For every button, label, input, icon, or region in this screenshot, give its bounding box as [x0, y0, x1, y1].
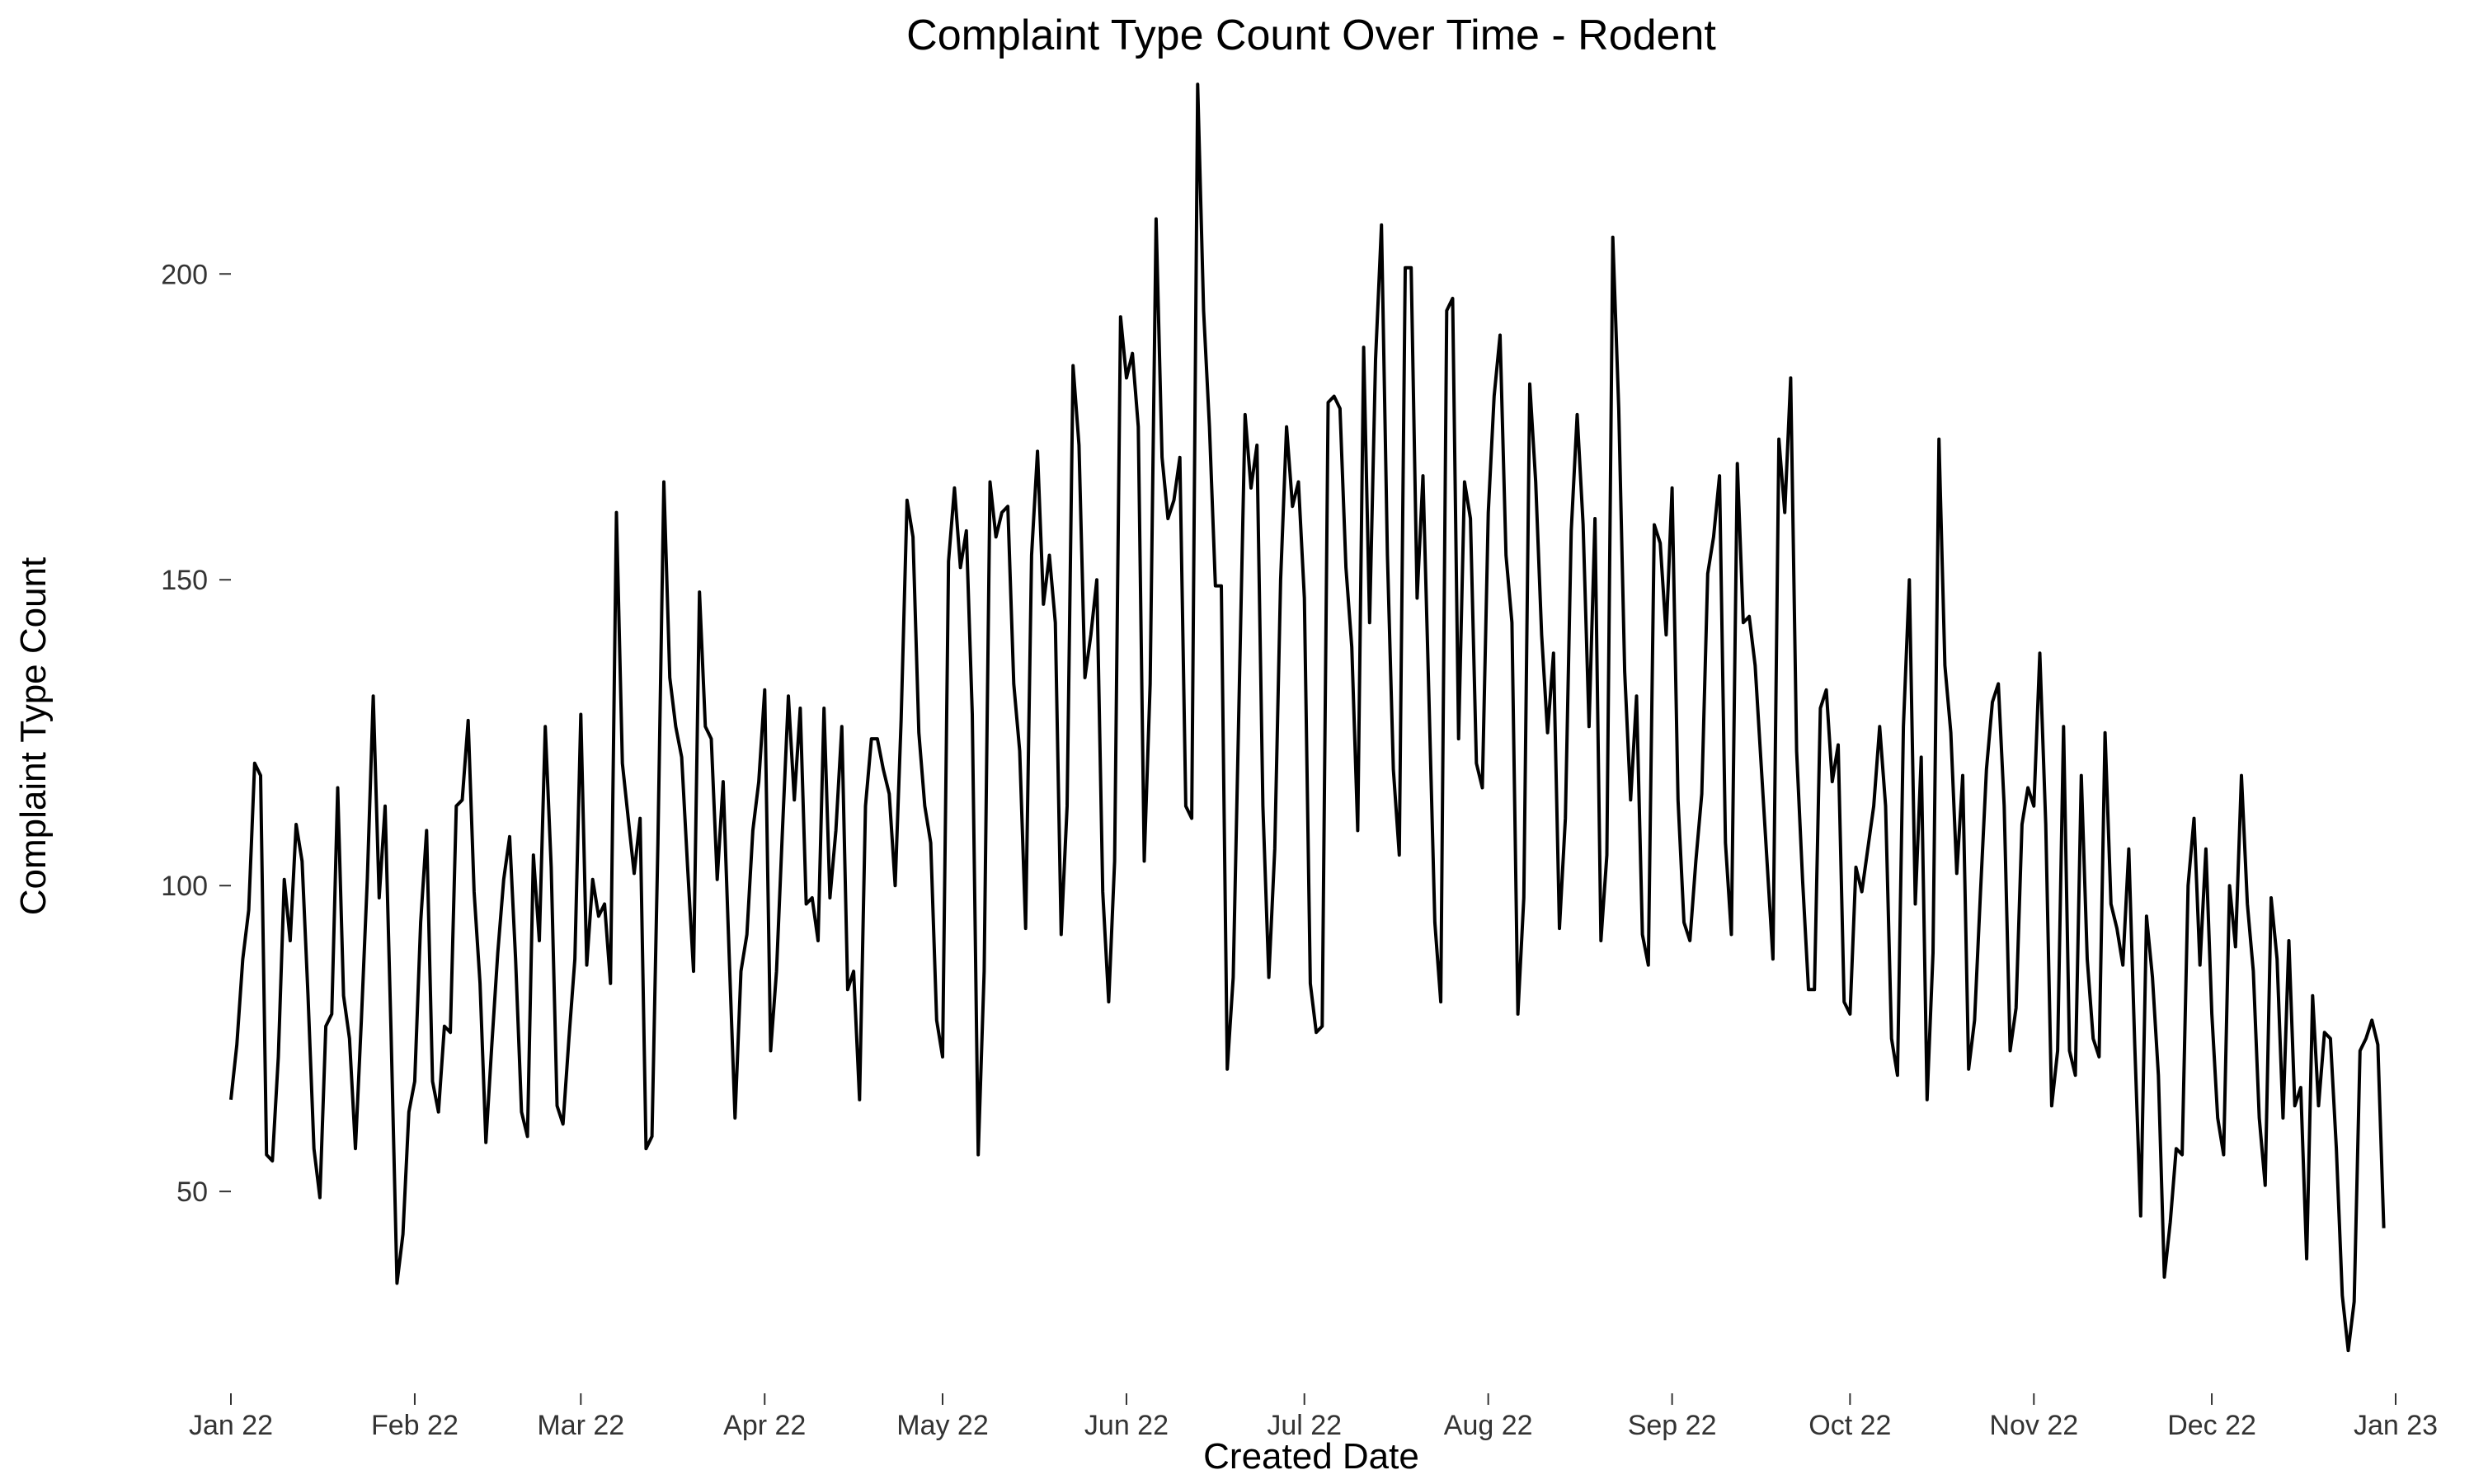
x-tick-label: Aug 22 [1444, 1410, 1533, 1441]
x-tick-label: Sep 22 [1628, 1410, 1717, 1441]
x-tick-label: Apr 22 [723, 1410, 806, 1441]
y-tick-label: 200 [161, 259, 208, 290]
y-axis: 50 100 150 200 [161, 259, 231, 1208]
x-axis: Jan 22 Feb 22 Mar 22 Apr 22 May 22 Jun 22 Jul … [189, 1393, 2438, 1441]
x-tick-label: Jul 22 [1267, 1410, 1342, 1441]
x-tick-label: Feb 22 [371, 1410, 459, 1441]
y-axis-title: Complaint Type Count [13, 557, 54, 916]
y-tick-label: 50 [176, 1176, 208, 1208]
series-group [229, 82, 2386, 1353]
x-tick-label: Jan 22 [189, 1410, 273, 1441]
x-tick-label: Jun 22 [1084, 1410, 1169, 1441]
x-tick-label: May 22 [896, 1410, 989, 1441]
x-tick-label: Dec 22 [2167, 1410, 2256, 1441]
x-tick-label: Mar 22 [537, 1410, 624, 1441]
x-tick-label: Jan 23 [2354, 1410, 2438, 1441]
series-line [229, 82, 2386, 1353]
x-axis-title: Created Date [1203, 1436, 1419, 1477]
x-tick-label: Oct 22 [1808, 1410, 1891, 1441]
y-tick-label: 100 [161, 871, 208, 902]
x-tick-label: Nov 22 [1989, 1410, 2078, 1441]
chart-title: Complaint Type Count Over Time - Rodent [906, 12, 1716, 59]
y-tick-label: 150 [161, 565, 208, 596]
